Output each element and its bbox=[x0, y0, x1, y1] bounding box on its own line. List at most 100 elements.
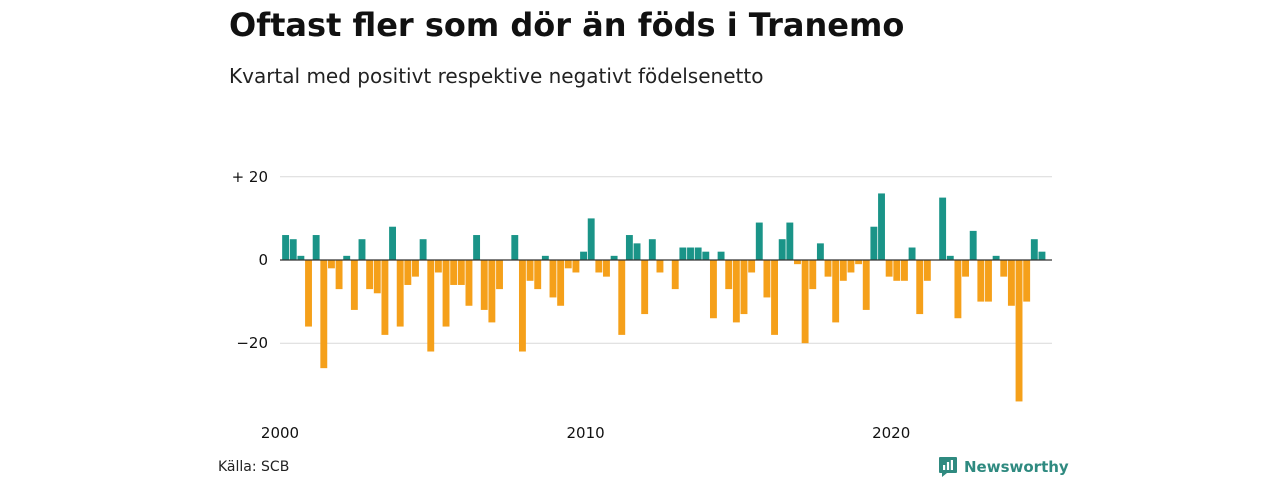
bar bbox=[809, 260, 816, 289]
bar bbox=[970, 231, 977, 260]
bar bbox=[343, 256, 350, 260]
bar bbox=[771, 260, 778, 335]
bar bbox=[450, 260, 457, 285]
bar bbox=[832, 260, 839, 322]
x-axis-labels: 2000 2010 2020 bbox=[261, 424, 910, 442]
bar bbox=[786, 223, 793, 260]
bar bbox=[557, 260, 564, 306]
bar bbox=[397, 260, 404, 327]
bar bbox=[435, 260, 442, 272]
bar bbox=[297, 256, 304, 260]
bar bbox=[947, 256, 954, 260]
bar bbox=[443, 260, 450, 327]
bar bbox=[977, 260, 984, 302]
bar bbox=[863, 260, 870, 310]
bar bbox=[565, 260, 572, 268]
bar bbox=[320, 260, 327, 368]
bar bbox=[1039, 252, 1046, 260]
bars-layer bbox=[282, 193, 1045, 401]
bar bbox=[366, 260, 373, 289]
newsworthy-logo-icon bbox=[938, 456, 958, 478]
bar bbox=[756, 223, 763, 260]
bar bbox=[527, 260, 534, 281]
bar bbox=[649, 239, 656, 260]
bar bbox=[672, 260, 679, 289]
bar bbox=[886, 260, 893, 277]
bar bbox=[779, 239, 786, 260]
bar bbox=[939, 198, 946, 260]
bar bbox=[702, 252, 709, 260]
bar bbox=[725, 260, 732, 289]
brand-logo: Newsworthy bbox=[938, 456, 1069, 478]
bar bbox=[710, 260, 717, 318]
bar bbox=[848, 260, 855, 272]
bar bbox=[962, 260, 969, 277]
bar bbox=[916, 260, 923, 314]
bar bbox=[695, 248, 702, 260]
bar bbox=[572, 260, 579, 272]
bar bbox=[1016, 260, 1023, 401]
bar bbox=[626, 235, 633, 260]
bar bbox=[511, 235, 518, 260]
bar bbox=[519, 260, 526, 352]
bar bbox=[1031, 239, 1038, 260]
bar bbox=[1000, 260, 1007, 277]
bar bbox=[481, 260, 488, 310]
bar bbox=[336, 260, 343, 289]
bar bbox=[870, 227, 877, 260]
x-tick-label: 2000 bbox=[261, 424, 299, 442]
brand-name: Newsworthy bbox=[964, 458, 1069, 476]
x-tick-label: 2010 bbox=[567, 424, 605, 442]
x-tick-label: 2020 bbox=[872, 424, 910, 442]
bar-chart: + 20 0 −20 2000 2010 2020 bbox=[0, 0, 1280, 450]
bar bbox=[282, 235, 289, 260]
bar bbox=[993, 256, 1000, 260]
bar bbox=[763, 260, 770, 297]
bar bbox=[924, 260, 931, 281]
bar bbox=[825, 260, 832, 277]
y-axis-labels: + 20 0 −20 bbox=[232, 168, 268, 352]
y-tick-label: 0 bbox=[258, 251, 268, 269]
bar bbox=[909, 248, 916, 260]
bar bbox=[351, 260, 358, 310]
bar bbox=[641, 260, 648, 314]
bar bbox=[603, 260, 610, 277]
bar bbox=[1023, 260, 1030, 302]
bar bbox=[420, 239, 427, 260]
bar bbox=[687, 248, 694, 260]
bar bbox=[473, 235, 480, 260]
bar bbox=[802, 260, 809, 343]
bar bbox=[466, 260, 473, 306]
bar bbox=[634, 243, 641, 260]
bar bbox=[794, 260, 801, 264]
bar bbox=[381, 260, 388, 335]
bar bbox=[985, 260, 992, 302]
bar bbox=[954, 260, 961, 318]
y-tick-label: −20 bbox=[236, 334, 268, 352]
bar bbox=[580, 252, 587, 260]
bar bbox=[893, 260, 900, 281]
bar bbox=[748, 260, 755, 272]
bar bbox=[328, 260, 335, 268]
bar bbox=[595, 260, 602, 272]
bar bbox=[404, 260, 411, 285]
y-tick-label: + 20 bbox=[232, 168, 268, 186]
bar bbox=[374, 260, 381, 293]
bar bbox=[657, 260, 664, 272]
bar bbox=[733, 260, 740, 322]
bar bbox=[588, 218, 595, 260]
bar bbox=[878, 193, 885, 260]
bar bbox=[611, 256, 618, 260]
bar bbox=[817, 243, 824, 260]
bar bbox=[741, 260, 748, 314]
bar bbox=[389, 227, 396, 260]
bar bbox=[359, 239, 366, 260]
source-note: Källa: SCB bbox=[218, 459, 289, 475]
bar bbox=[290, 239, 297, 260]
bar bbox=[458, 260, 465, 285]
bar bbox=[679, 248, 686, 260]
bar bbox=[305, 260, 312, 327]
bar bbox=[718, 252, 725, 260]
bar bbox=[534, 260, 541, 289]
bar bbox=[618, 260, 625, 335]
